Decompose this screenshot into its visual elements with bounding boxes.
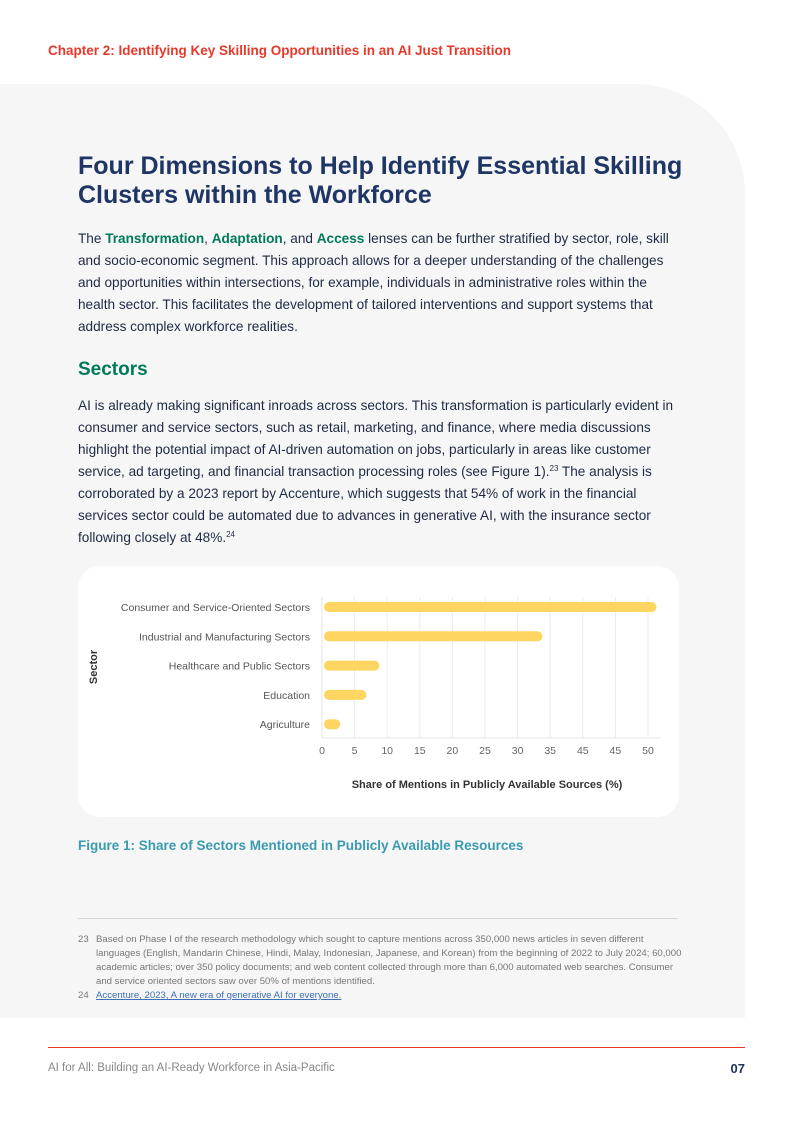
bar bbox=[324, 631, 543, 642]
content-panel bbox=[0, 84, 745, 1018]
footer-title: AI for All: Building an AI-Ready Workfor… bbox=[48, 1062, 335, 1074]
x-tick-label: 50 bbox=[642, 745, 654, 757]
chapter-header: Chapter 2: Identifying Key Skilling Oppo… bbox=[48, 43, 512, 58]
sectors-heading: Sectors bbox=[78, 359, 148, 380]
x-tick-label: 45 bbox=[610, 745, 622, 757]
sectors-text: The analysis is corroborated by a 2023 r… bbox=[78, 464, 652, 545]
y-category-label: Education bbox=[263, 690, 310, 702]
x-tick-label: 5 bbox=[352, 745, 358, 757]
footnote-24: 24 Accenture, 2023, A new era of generat… bbox=[78, 989, 688, 1003]
footnote-ref[interactable]: 24 bbox=[226, 530, 236, 539]
y-category-label: Healthcare and Public Sectors bbox=[169, 661, 310, 673]
figure-caption: Figure 1: Share of Sectors Mentioned in … bbox=[78, 838, 524, 853]
bar bbox=[324, 719, 341, 730]
term-access: Access bbox=[316, 231, 365, 246]
page-title: Four Dimensions to Help Identify Essenti… bbox=[78, 152, 683, 209]
y-category-label: Industrial and Manufacturing Sectors bbox=[139, 631, 310, 643]
footnote-number: 23 bbox=[78, 934, 89, 945]
intro-text: lenses can be further stratified by sect… bbox=[78, 231, 669, 334]
bar bbox=[324, 602, 657, 612]
x-tick-label: 25 bbox=[479, 745, 491, 757]
x-tick-label: 35 bbox=[544, 745, 556, 757]
y-category-label: Agriculture bbox=[260, 719, 310, 731]
x-tick-label: 30 bbox=[512, 745, 524, 757]
x-tick-label: 45 bbox=[577, 745, 589, 757]
footer-divider bbox=[48, 1047, 745, 1048]
accenture-link[interactable]: Accenture, 2023, A new era of generative… bbox=[96, 990, 342, 1001]
x-tick-label: 15 bbox=[414, 745, 426, 757]
y-axis-title: Sector bbox=[88, 649, 100, 684]
sectors-paragraph: AI is already making significant inroads… bbox=[78, 395, 682, 549]
intro-text: , and bbox=[282, 231, 317, 246]
y-category-label: Consumer and Service-Oriented Sectors bbox=[121, 602, 310, 614]
footnote-number: 24 bbox=[78, 990, 89, 1001]
x-tick-label: 10 bbox=[381, 745, 393, 757]
footnote-text: Based on Phase I of the research methodo… bbox=[96, 934, 682, 987]
x-axis-title: Share of Mentions in Publicly Available … bbox=[352, 779, 623, 791]
footnote-divider bbox=[78, 918, 678, 919]
intro-text: , bbox=[204, 231, 212, 246]
sectors-text: AI is already making significant inroads… bbox=[78, 398, 674, 479]
footnote-ref[interactable]: 23 bbox=[549, 464, 559, 473]
intro-paragraph: The Transformation, Adaptation, and Acce… bbox=[78, 228, 682, 338]
figure-card: 0 5 10 15 20 25 30 35 45 45 50 Consumer and Service… bbox=[78, 566, 679, 817]
x-tick-label: 0 bbox=[319, 745, 325, 757]
bar bbox=[324, 660, 380, 671]
bar bbox=[324, 689, 367, 700]
term-transformation: Transformation bbox=[105, 231, 205, 246]
term-adaptation: Adaptation bbox=[211, 231, 283, 246]
page-number: 07 bbox=[730, 1061, 745, 1076]
intro-text: The bbox=[78, 231, 106, 246]
x-tick-label: 20 bbox=[447, 745, 459, 757]
footnote-23: 23 Based on Phase I of the research meth… bbox=[78, 933, 688, 989]
sector-bar-chart: 0 5 10 15 20 25 30 35 45 45 50 Consumer and Service… bbox=[88, 597, 662, 791]
